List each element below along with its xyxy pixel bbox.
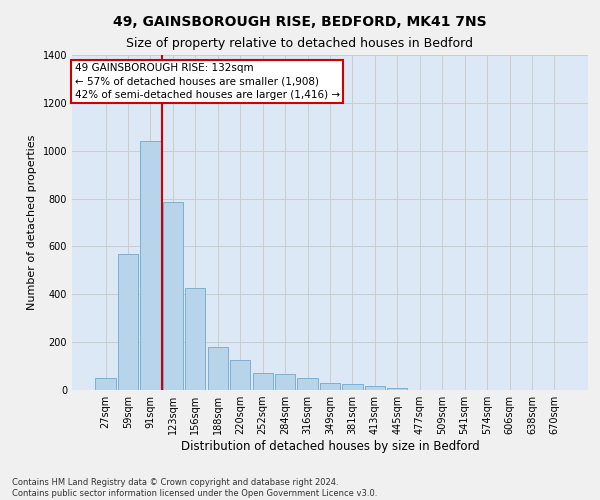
Bar: [298, 378, 317, 390]
Text: 49 GAINSBOROUGH RISE: 132sqm
← 57% of detached houses are smaller (1,908)
42% of: 49 GAINSBOROUGH RISE: 132sqm ← 57% of de…: [74, 64, 340, 100]
Text: Contains HM Land Registry data © Crown copyright and database right 2024.
Contai: Contains HM Land Registry data © Crown c…: [12, 478, 377, 498]
Bar: [230, 360, 250, 390]
Text: 49, GAINSBOROUGH RISE, BEDFORD, MK41 7NS: 49, GAINSBOROUGH RISE, BEDFORD, MK41 7NS: [113, 15, 487, 29]
Bar: [140, 141, 161, 390]
Bar: [365, 386, 385, 390]
Y-axis label: Number of detached properties: Number of detached properties: [27, 135, 37, 310]
Bar: [387, 388, 407, 390]
Bar: [185, 288, 205, 390]
Bar: [343, 384, 362, 390]
Bar: [275, 374, 295, 390]
X-axis label: Distribution of detached houses by size in Bedford: Distribution of detached houses by size …: [181, 440, 479, 453]
Bar: [163, 202, 183, 390]
Bar: [208, 347, 228, 390]
Bar: [118, 254, 138, 390]
Bar: [95, 378, 116, 390]
Text: Size of property relative to detached houses in Bedford: Size of property relative to detached ho…: [127, 38, 473, 51]
Bar: [320, 383, 340, 390]
Bar: [253, 373, 273, 390]
